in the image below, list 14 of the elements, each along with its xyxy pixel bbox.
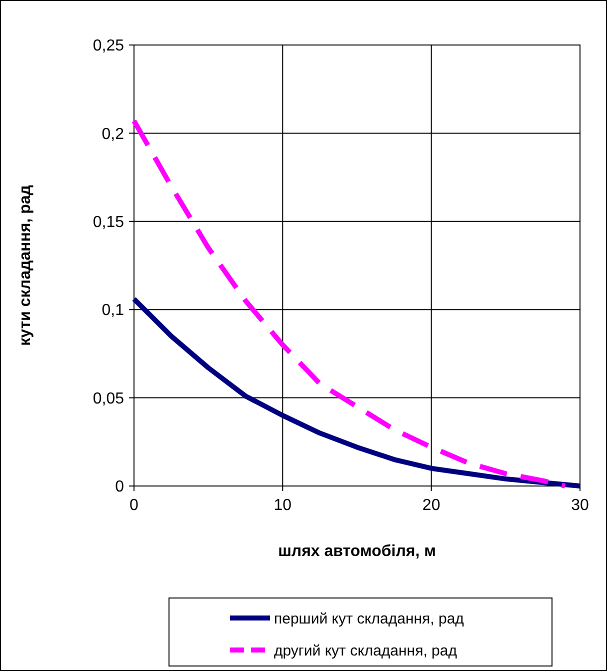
y-tick-label: 0,05 xyxy=(92,390,124,408)
x-tick-label: 30 xyxy=(571,497,589,514)
legend-label: перший кут складання, рад xyxy=(274,610,464,628)
legend-label: другий кут складання, рад xyxy=(274,642,458,660)
x-axis-title: шлях автомобіля, м xyxy=(278,543,436,560)
x-tick-label: 10 xyxy=(274,497,292,514)
y-tick-label: 0,15 xyxy=(92,214,124,231)
x-tick-label: 20 xyxy=(422,497,440,514)
y-tick-label: 0,1 xyxy=(102,302,124,320)
y-tick-label: 0 xyxy=(115,478,124,496)
y-tick-label: 0,25 xyxy=(92,38,124,55)
y-axis-title: кути складання, рад xyxy=(17,185,34,346)
y-tick-label: 0,2 xyxy=(102,126,124,143)
x-tick-label: 0 xyxy=(130,497,139,514)
